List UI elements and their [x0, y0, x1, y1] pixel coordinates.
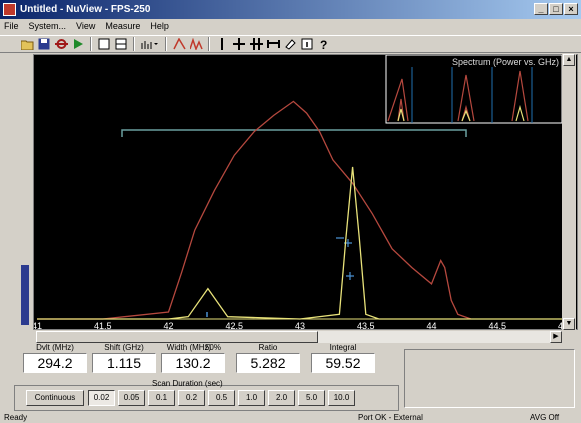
duration-1.0-button[interactable]: 1.0 [238, 390, 265, 406]
level-indicator [21, 265, 29, 325]
multipeak-icon[interactable] [189, 37, 203, 51]
app-icon [3, 3, 16, 16]
window-title: Untitled - NuView - FPS-250 [20, 4, 151, 15]
duration-0.5-button[interactable]: 0.5 [208, 390, 235, 406]
cursor-split-icon[interactable] [249, 37, 263, 51]
info-icon[interactable] [300, 37, 314, 51]
x-tick-label: 43.5 [356, 321, 375, 331]
inset-title: Spectrum (Power vs. GHz) [452, 57, 559, 67]
svg-text:?: ? [320, 38, 327, 50]
x-tick-label: 42.5 [225, 321, 244, 331]
drift-label: Dvlt (MHz) [36, 343, 74, 352]
menu-file[interactable]: File [4, 21, 19, 31]
x-tick-label: 44.5 [488, 321, 507, 331]
spectrum-plot[interactable]: Spectrum (Power vs. GHz) 41 41.5 42 42.5 43 4… [16, 54, 578, 331]
save-icon[interactable] [37, 37, 51, 51]
new-doc-icon[interactable] [97, 37, 111, 51]
x-tick-label: 41.5 [93, 321, 112, 331]
duration-0.2-button[interactable]: 0.2 [178, 390, 205, 406]
connect-icon[interactable] [54, 37, 68, 51]
duration-0.05-button[interactable]: 0.05 [118, 390, 145, 406]
duration-2.0-button[interactable]: 2.0 [268, 390, 295, 406]
width-label: Width (MHz) [166, 343, 212, 352]
cursor-plus-icon[interactable] [232, 37, 246, 51]
menu-measure[interactable]: Measure [105, 21, 141, 31]
series-line-1 [37, 166, 563, 320]
shift-value: 1.115 [92, 353, 156, 373]
status-bar: Ready Port OK - External AVG Off [0, 412, 581, 423]
close-button[interactable]: × [564, 3, 578, 15]
status-text: Ready [4, 413, 28, 422]
horizontal-scroll-thumb[interactable] [36, 331, 318, 343]
menu-help[interactable]: Help [150, 21, 169, 31]
split-view-icon[interactable] [114, 37, 128, 51]
duration-0.1-button[interactable]: 0.1 [148, 390, 175, 406]
x-tick-label: 42 [163, 321, 174, 331]
integral-label: Integral [329, 343, 357, 352]
x-tick-label: 43 [294, 321, 306, 331]
open-folder-icon[interactable] [20, 37, 34, 51]
measurement-panel: Dvlt (MHz) 294.2 Shift (GHz) 1.115 Width… [14, 340, 399, 412]
toolbar: ? [0, 35, 581, 53]
menu-bar: File System... View Measure Help [0, 19, 581, 34]
x-tick-label: 41 [31, 321, 43, 331]
drift-value: 294.2 [23, 353, 87, 373]
range-bracket [121, 129, 467, 137]
x-tick-label: 44 [426, 321, 437, 331]
bars-icon[interactable] [140, 37, 160, 51]
play-icon[interactable] [71, 37, 85, 51]
scroll-up-icon[interactable]: ▲ [563, 54, 575, 66]
title-bar: Untitled - NuView - FPS-250 _ □ × [0, 0, 581, 19]
eraser-icon[interactable] [283, 37, 297, 51]
scroll-down-icon[interactable]: ▼ [563, 318, 575, 330]
menu-system[interactable]: System... [28, 21, 67, 31]
integral-value: 59.52 [311, 353, 375, 373]
toolbar-separator [133, 37, 135, 51]
vertical-scrollbar[interactable]: ▲ ▼ [562, 54, 576, 330]
duration-5.0-button[interactable]: 5.0 [298, 390, 325, 406]
spectrum-svg: Spectrum (Power vs. GHz) [37, 55, 563, 320]
info-panel [404, 349, 575, 408]
left-strip [16, 54, 34, 330]
duration-10.0-button[interactable]: 10.0 [328, 390, 355, 406]
toolbar-separator [165, 37, 167, 51]
inset-spectrum: Spectrum (Power vs. GHz) [385, 55, 563, 124]
cursor-marker [346, 272, 354, 280]
avg-status: AVG Off [530, 413, 560, 422]
help-icon[interactable]: ? [317, 37, 331, 51]
toolbar-separator [90, 37, 92, 51]
menu-view[interactable]: View [76, 21, 96, 31]
marker-icon[interactable] [215, 37, 229, 51]
width-value: 130.2 [161, 353, 225, 373]
ratio-value: 5.282 [236, 353, 300, 373]
toolbar-separator [208, 37, 210, 51]
shift-label: Shift (GHz) [104, 343, 144, 352]
ratio-label: Ratio [258, 343, 278, 352]
maximize-button[interactable]: □ [549, 3, 563, 15]
scroll-right-icon[interactable]: ▶ [550, 331, 562, 343]
cursor-range-icon[interactable] [266, 37, 280, 51]
duration-0.02-button[interactable]: 0.02 [88, 390, 115, 406]
width-percent-label: 50% [204, 343, 221, 352]
minimize-button[interactable]: _ [534, 3, 548, 15]
scan-duration-label: Scan Duration (sec) [152, 379, 223, 388]
continuous-button[interactable]: Continuous [26, 390, 84, 406]
peak-icon[interactable] [172, 37, 186, 51]
port-status: Port OK - External [358, 413, 423, 422]
series-line-0 [37, 100, 472, 320]
scan-duration-group [14, 385, 399, 411]
